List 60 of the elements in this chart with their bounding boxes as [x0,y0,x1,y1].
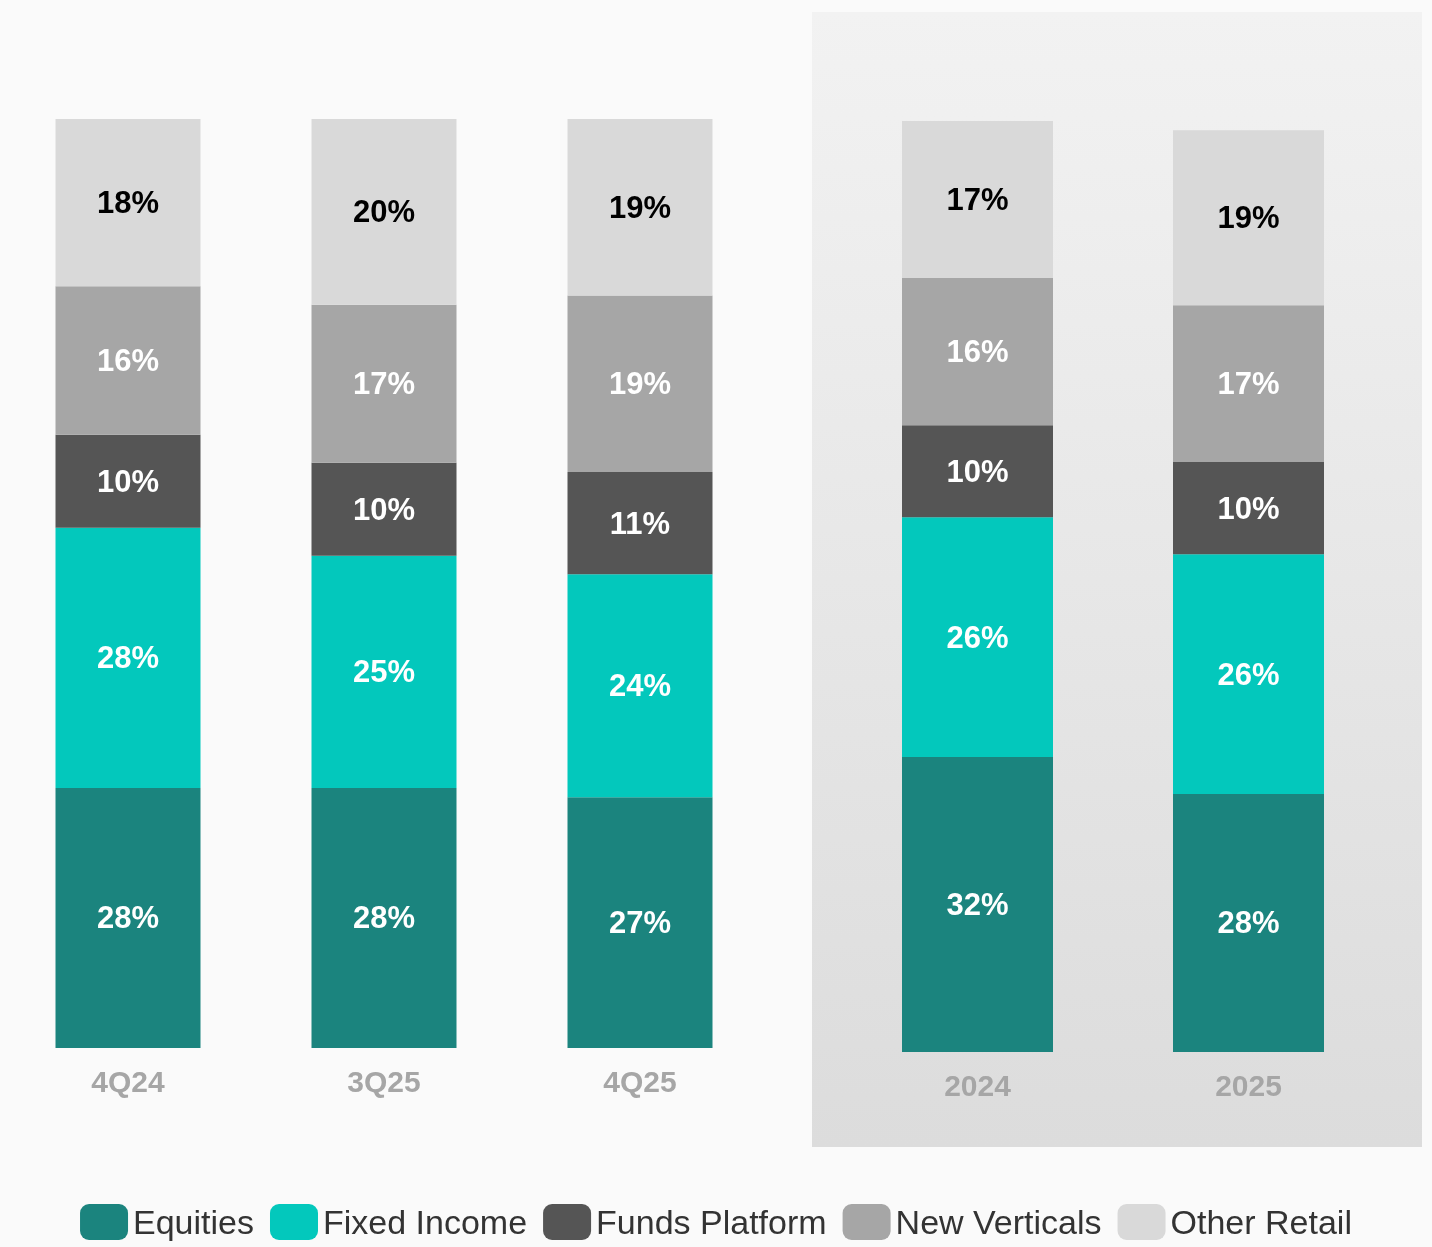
data-label: 27% [608,905,672,941]
data-label: 17% [352,366,416,402]
legend-label: Other Retail [1170,1203,1352,1241]
data-label: 26% [946,619,1009,655]
legend-label: Equities [133,1203,254,1241]
bar [1173,793,1324,1052]
data-label: 19% [608,189,672,225]
bar [567,295,713,473]
data-label: 17% [1217,366,1280,402]
x-tick-label: 2025 [1215,1068,1282,1102]
data-label: 26% [1217,656,1280,692]
bar [311,462,457,556]
legend-label: Funds Platform [596,1203,827,1241]
bar [55,119,201,287]
x-tick-label: 4Q25 [603,1064,677,1098]
legend-label: Fixed Income [322,1203,528,1241]
data-label: 19% [1217,200,1280,236]
data-label: 20% [352,194,416,230]
data-label: 18% [96,185,160,221]
data-label: 24% [608,668,672,704]
bar [311,555,457,788]
bar [1173,462,1324,555]
bar [311,119,457,305]
bar [902,757,1053,1052]
bar [1173,305,1324,463]
bar [55,286,201,435]
data-label: 32% [946,887,1009,923]
bar [55,434,201,528]
bar [902,425,1053,518]
bar [567,574,713,798]
x-tick-label: 3Q25 [347,1064,421,1098]
bar [567,797,713,1048]
data-label: 10% [352,491,416,527]
bar [902,121,1053,278]
bar [55,787,201,1048]
bar [902,517,1053,758]
bar [902,277,1053,426]
bar [1173,130,1324,306]
data-label: 11% [609,505,671,541]
data-label: 28% [1217,905,1280,941]
x-tick-label: 2024 [944,1068,1012,1102]
legend-label: New Verticals [895,1203,1102,1241]
data-label: 10% [96,463,160,499]
data-label: 19% [608,366,672,402]
data-label: 28% [96,640,160,676]
data-label: 16% [946,333,1009,369]
x-tick-label: 4Q24 [91,1064,166,1098]
data-label: 28% [352,900,416,936]
data-label: 10% [1217,490,1280,526]
bar [1173,554,1324,794]
bar [55,527,201,788]
bar [311,787,457,1048]
data-label: 28% [96,900,160,936]
data-label: 25% [352,654,416,690]
data-label: 17% [946,181,1009,217]
bar [567,119,713,296]
bar [567,472,713,575]
bar [311,304,457,463]
data-label: 10% [946,453,1009,489]
data-label: 16% [96,343,160,379]
